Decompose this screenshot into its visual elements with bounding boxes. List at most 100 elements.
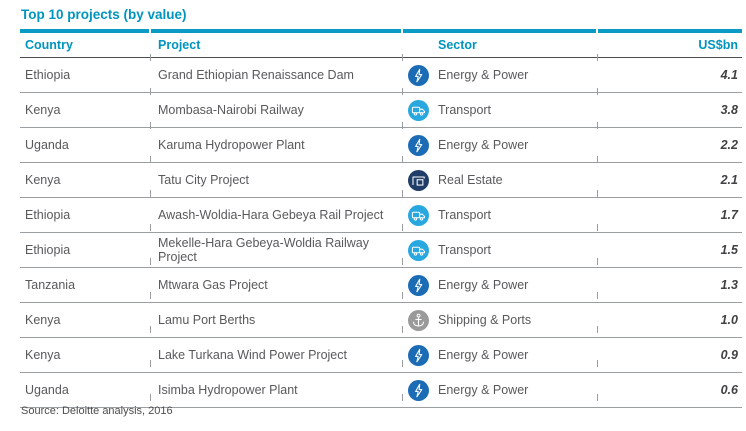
sector-cell: Transport — [402, 204, 597, 226]
sector-label: Energy & Power — [438, 278, 529, 292]
lightning-bolt-icon — [408, 134, 429, 156]
column-divider-tick — [150, 394, 151, 401]
column-divider-tick — [597, 326, 598, 333]
column-divider-tick — [597, 156, 598, 163]
building-crane-icon — [408, 169, 429, 191]
column-divider-tick — [597, 88, 598, 95]
column-divider-tick — [402, 88, 403, 95]
column-divider-tick — [150, 360, 151, 367]
column-divider-tick — [150, 54, 151, 61]
column-divider-tick — [597, 224, 598, 231]
lightning-bolt-icon — [408, 64, 429, 86]
sector-cell: Shipping & Ports — [402, 309, 597, 331]
sector-label: Transport — [438, 243, 492, 257]
header-country: Country — [25, 38, 73, 52]
project-cell: Mtwara Gas Project — [158, 278, 268, 292]
sector-cell: Transport — [402, 239, 597, 261]
column-divider-tick — [150, 224, 151, 231]
column-divider-tick — [597, 122, 598, 129]
column-divider-tick — [402, 54, 403, 61]
sector-label: Energy & Power — [438, 383, 529, 397]
column-divider-tick — [597, 54, 598, 61]
value-cell: 0.9 — [720, 348, 738, 362]
table-row: Ethiopia Grand Ethiopian Renaissance Dam… — [20, 58, 742, 93]
country-cell: Kenya — [25, 103, 61, 117]
country-cell: Kenya — [25, 173, 61, 187]
lightning-bolt-icon — [408, 379, 429, 401]
sector-label: Energy & Power — [438, 68, 529, 82]
lightning-bolt-icon — [408, 344, 429, 366]
figure-title: Top 10 projects (by value) — [21, 7, 187, 22]
sector-cell: Transport — [402, 99, 597, 121]
column-divider-tick — [402, 224, 403, 231]
project-cell: Mekelle-Hara Gebeya-Woldia Railway Proje… — [158, 236, 369, 264]
column-gap — [401, 29, 403, 33]
country-cell: Kenya — [25, 313, 61, 327]
sector-label: Energy & Power — [438, 348, 529, 362]
column-divider-tick — [402, 360, 403, 367]
sector-cell: Real Estate — [402, 169, 597, 191]
column-divider-tick — [402, 292, 403, 299]
table-row: Uganda Isimba Hydropower Plant Energy & … — [20, 373, 742, 408]
lightning-bolt-icon — [408, 274, 429, 296]
column-gap — [149, 29, 151, 33]
column-divider-tick — [597, 360, 598, 367]
project-cell: Isimba Hydropower Plant — [158, 383, 298, 397]
projects-table: Country Project Sector US$bn Ethiopia Gr… — [20, 29, 742, 408]
table-row: Kenya Lamu Port Berths Shipping & Ports … — [20, 303, 742, 338]
table-top-accent-bar — [20, 29, 742, 33]
country-cell: Uganda — [25, 383, 69, 397]
column-divider-tick — [402, 394, 403, 401]
country-cell: Ethiopia — [25, 243, 71, 257]
column-divider-tick — [150, 292, 151, 299]
project-cell: Lake Turkana Wind Power Project — [158, 348, 347, 362]
column-divider-tick — [402, 156, 403, 163]
table-row: Ethiopia Awash-Woldia-Hara Gebeya Rail P… — [20, 198, 742, 233]
column-gap — [596, 29, 598, 33]
header-sector: Sector — [438, 38, 477, 52]
truck-icon — [408, 239, 429, 261]
sector-label: Transport — [438, 103, 492, 117]
column-divider-tick — [150, 258, 151, 265]
table-header-row: Country Project Sector US$bn — [20, 33, 742, 58]
value-cell: 1.7 — [720, 208, 738, 222]
sector-cell: Energy & Power — [402, 64, 597, 86]
column-divider-tick — [402, 122, 403, 129]
value-cell: 1.3 — [720, 278, 738, 292]
column-divider-tick — [150, 122, 151, 129]
header-project: Project — [158, 38, 201, 52]
source-note: Source: Deloitte analysis, 2016 — [21, 405, 173, 417]
value-cell: 4.1 — [720, 68, 738, 82]
project-cell: Awash-Woldia-Hara Gebeya Rail Project — [158, 208, 384, 222]
value-cell: 2.1 — [720, 173, 738, 187]
value-cell: 2.2 — [720, 138, 738, 152]
sector-cell: Energy & Power — [402, 379, 597, 401]
sector-label: Energy & Power — [438, 138, 529, 152]
header-value: US$bn — [698, 38, 738, 52]
table-row: Tanzania Mtwara Gas Project Energy & Pow… — [20, 268, 742, 303]
table-row: Uganda Karuma Hydropower Plant Energy & … — [20, 128, 742, 163]
column-divider-tick — [402, 326, 403, 333]
table-row: Kenya Tatu City Project Real Estate 2.1 — [20, 163, 742, 198]
sector-label: Transport — [438, 208, 492, 222]
value-cell: 3.8 — [720, 103, 738, 117]
column-divider-tick — [597, 292, 598, 299]
truck-icon — [408, 204, 429, 226]
table-row: Kenya Lake Turkana Wind Power Project En… — [20, 338, 742, 373]
country-cell: Tanzania — [25, 278, 76, 292]
sector-cell: Energy & Power — [402, 134, 597, 156]
column-divider-tick — [597, 190, 598, 197]
value-cell: 1.0 — [720, 313, 738, 327]
column-divider-tick — [402, 258, 403, 265]
table-row: Kenya Mombasa-Nairobi Railway Transport … — [20, 93, 742, 128]
column-divider-tick — [402, 190, 403, 197]
value-cell: 0.6 — [720, 383, 738, 397]
truck-icon — [408, 99, 429, 121]
column-divider-tick — [150, 190, 151, 197]
column-divider-tick — [150, 88, 151, 95]
anchor-icon — [408, 309, 429, 331]
country-cell: Ethiopia — [25, 208, 71, 222]
country-cell: Uganda — [25, 138, 69, 152]
column-divider-tick — [150, 156, 151, 163]
sector-label: Real Estate — [438, 173, 503, 187]
